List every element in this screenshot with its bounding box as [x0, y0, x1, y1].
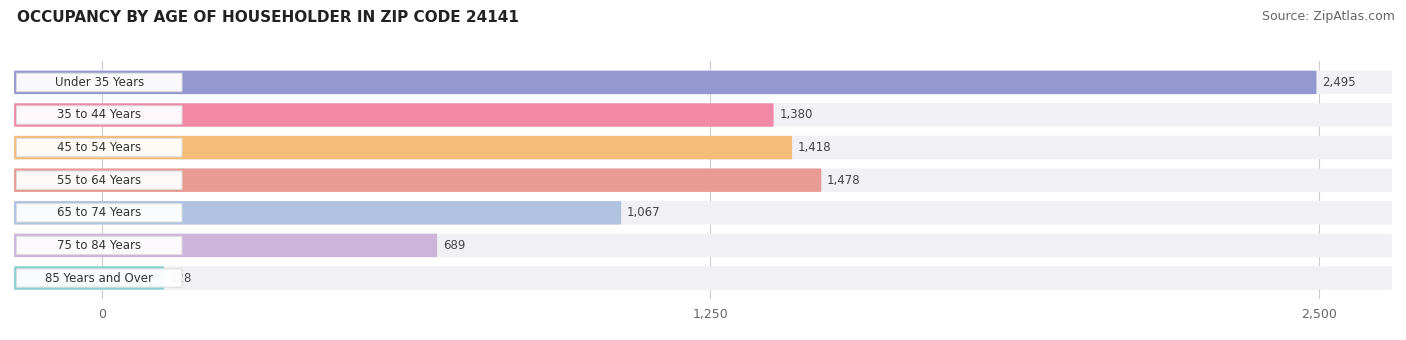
- Text: 45 to 54 Years: 45 to 54 Years: [58, 141, 142, 154]
- Text: 128: 128: [170, 272, 193, 285]
- FancyBboxPatch shape: [14, 71, 1392, 94]
- FancyBboxPatch shape: [14, 71, 1316, 94]
- FancyBboxPatch shape: [17, 73, 181, 91]
- Text: 1,478: 1,478: [827, 174, 860, 187]
- FancyBboxPatch shape: [14, 201, 621, 224]
- FancyBboxPatch shape: [14, 168, 1392, 192]
- FancyBboxPatch shape: [14, 168, 821, 192]
- FancyBboxPatch shape: [14, 234, 1392, 257]
- Text: 1,380: 1,380: [779, 108, 813, 121]
- FancyBboxPatch shape: [17, 269, 181, 287]
- FancyBboxPatch shape: [14, 234, 437, 257]
- FancyBboxPatch shape: [17, 236, 181, 255]
- Text: OCCUPANCY BY AGE OF HOUSEHOLDER IN ZIP CODE 24141: OCCUPANCY BY AGE OF HOUSEHOLDER IN ZIP C…: [17, 10, 519, 25]
- FancyBboxPatch shape: [14, 266, 1392, 290]
- FancyBboxPatch shape: [14, 136, 792, 159]
- FancyBboxPatch shape: [14, 266, 165, 290]
- FancyBboxPatch shape: [14, 103, 773, 127]
- Text: 55 to 64 Years: 55 to 64 Years: [58, 174, 142, 187]
- Text: 65 to 74 Years: 65 to 74 Years: [58, 206, 142, 219]
- Text: Under 35 Years: Under 35 Years: [55, 76, 143, 89]
- Text: 85 Years and Over: 85 Years and Over: [45, 272, 153, 285]
- FancyBboxPatch shape: [14, 136, 1392, 159]
- Text: 2,495: 2,495: [1322, 76, 1355, 89]
- FancyBboxPatch shape: [14, 103, 1392, 127]
- Text: 1,418: 1,418: [799, 141, 831, 154]
- Text: 75 to 84 Years: 75 to 84 Years: [58, 239, 142, 252]
- FancyBboxPatch shape: [17, 106, 181, 124]
- FancyBboxPatch shape: [17, 138, 181, 157]
- Text: 689: 689: [443, 239, 465, 252]
- FancyBboxPatch shape: [14, 201, 1392, 224]
- Text: 1,067: 1,067: [627, 206, 661, 219]
- FancyBboxPatch shape: [17, 171, 181, 189]
- Text: 35 to 44 Years: 35 to 44 Years: [58, 108, 142, 121]
- FancyBboxPatch shape: [17, 204, 181, 222]
- Text: Source: ZipAtlas.com: Source: ZipAtlas.com: [1261, 10, 1395, 23]
